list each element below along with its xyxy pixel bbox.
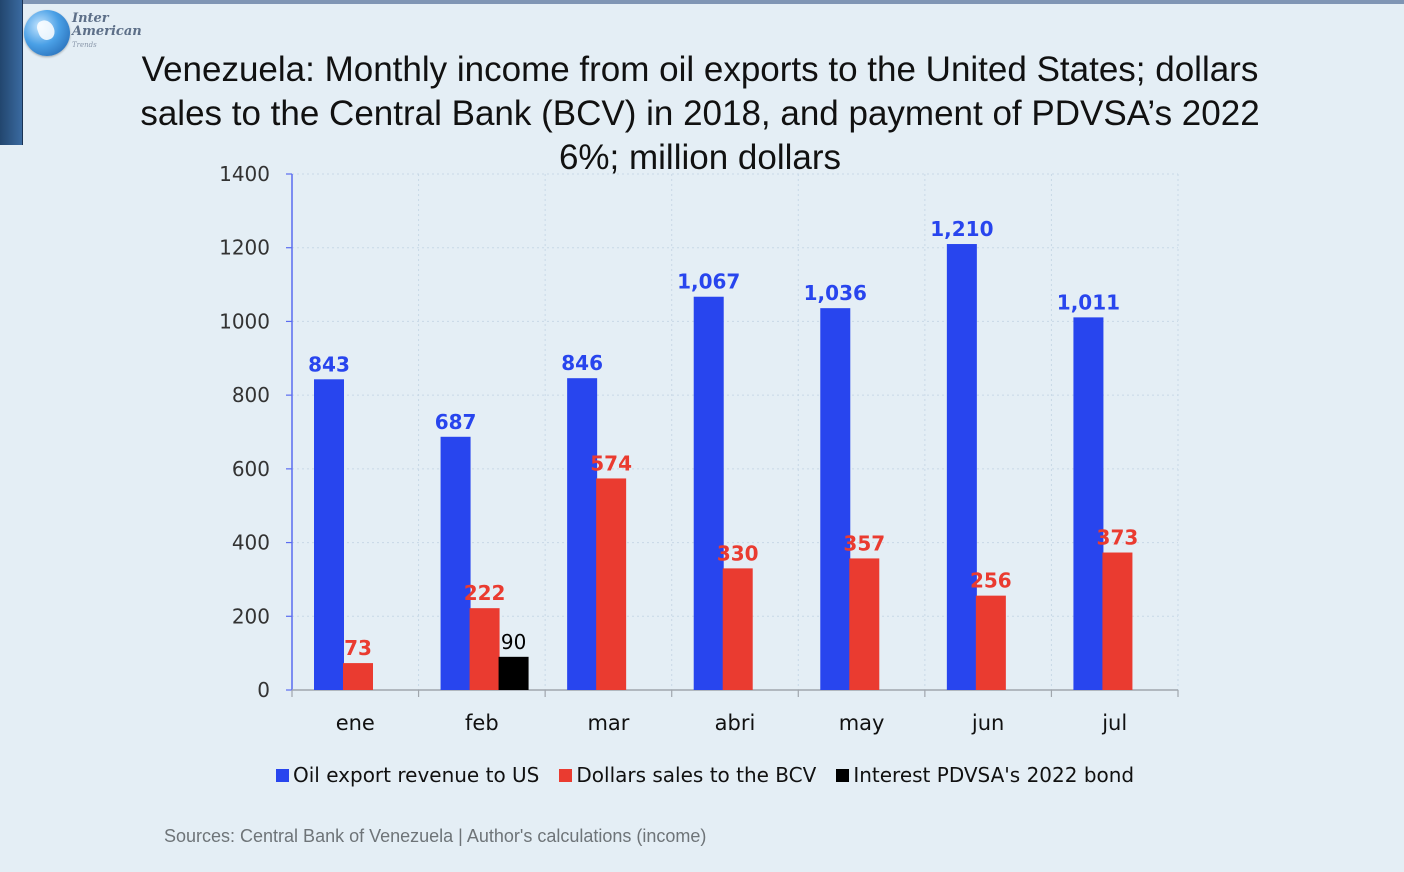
data-label-bcv-sales: 256 bbox=[970, 569, 1012, 593]
bar-oil-revenue bbox=[567, 378, 598, 690]
slide-side-tab bbox=[0, 0, 23, 145]
legend-label-bond-interest: Interest PDVSA's 2022 bond bbox=[853, 763, 1135, 787]
y-tick-label: 600 bbox=[232, 457, 270, 481]
data-label-oil-revenue: 843 bbox=[308, 352, 350, 376]
data-label-oil-revenue: 1,011 bbox=[1057, 290, 1120, 314]
data-label-bcv-sales: 73 bbox=[344, 636, 372, 660]
bar-oil-revenue bbox=[314, 379, 344, 690]
x-tick-label: feb bbox=[465, 711, 499, 735]
globe-icon bbox=[24, 10, 70, 56]
legend-item-bcv-sales: Dollars sales to the BCV bbox=[559, 763, 816, 787]
data-label-bond-interest: 90 bbox=[501, 630, 526, 654]
data-label-bcv-sales: 373 bbox=[1097, 526, 1139, 550]
legend-label-oil-revenue: Oil export revenue to US bbox=[293, 763, 540, 787]
logo-line-2: American bbox=[72, 24, 142, 39]
bar-oil-revenue bbox=[440, 436, 471, 690]
bar-bcv-sales bbox=[722, 568, 753, 690]
inter-american-trends-logo: Inter American Trends bbox=[24, 8, 154, 58]
x-tick-label: may bbox=[839, 711, 885, 735]
logo-line-3: Trends bbox=[72, 41, 97, 49]
data-label-oil-revenue: 1,210 bbox=[930, 217, 993, 241]
data-label-bcv-sales: 357 bbox=[843, 531, 885, 555]
y-tick-label: 1200 bbox=[219, 236, 270, 260]
data-label-oil-revenue: 846 bbox=[561, 351, 603, 375]
bar-bcv-sales bbox=[975, 595, 1006, 690]
data-label-oil-revenue: 1,067 bbox=[677, 270, 740, 294]
bar-oil-revenue bbox=[820, 308, 851, 690]
logo-line-1: Inter bbox=[72, 11, 109, 26]
legend-swatch-blue bbox=[276, 768, 289, 782]
y-tick-label: 200 bbox=[232, 604, 270, 628]
bar-bcv-sales bbox=[343, 663, 373, 690]
data-label-bcv-sales: 222 bbox=[464, 581, 506, 605]
chart-legend: Oil export revenue to US Dollars sales t… bbox=[276, 762, 1134, 788]
data-label-bcv-sales: 574 bbox=[590, 451, 632, 475]
bar-bcv-sales bbox=[596, 478, 627, 690]
bar-bcv-sales bbox=[849, 558, 880, 690]
source-note: Sources: Central Bank of Venezuela | Aut… bbox=[164, 826, 707, 846]
y-tick-label: 400 bbox=[232, 531, 270, 555]
legend-item-oil-revenue: Oil export revenue to US bbox=[276, 763, 539, 787]
bar-bcv-sales bbox=[1102, 552, 1133, 690]
x-tick-label: abri bbox=[715, 711, 756, 735]
slide-top-border bbox=[0, 0, 1404, 4]
y-tick-label: 0 bbox=[257, 678, 270, 702]
legend-item-bond-interest: Interest PDVSA's 2022 bond bbox=[836, 763, 1134, 787]
bar-bcv-sales bbox=[469, 608, 500, 690]
y-tick-label: 800 bbox=[232, 383, 270, 407]
bar-bond-interest bbox=[498, 656, 529, 690]
x-tick-label: jun bbox=[971, 711, 1004, 735]
x-tick-label: mar bbox=[587, 711, 629, 735]
legend-swatch-red bbox=[559, 768, 573, 782]
y-tick-label: 1400 bbox=[219, 162, 270, 186]
legend-label-bcv-sales: Dollars sales to the BCV bbox=[576, 763, 817, 787]
bar-oil-revenue bbox=[693, 296, 724, 690]
x-tick-label: ene bbox=[336, 711, 375, 735]
chart-title: Venezuela: Monthly income from oil expor… bbox=[140, 50, 1260, 177]
bar-chart: 0 200 400 600 800 1000 1200 1400 843 73 ene 687 222 9… bbox=[219, 162, 1179, 735]
bar-oil-revenue bbox=[1073, 317, 1104, 690]
data-label-bcv-sales: 330 bbox=[717, 541, 759, 565]
x-tick-label: jul bbox=[1101, 711, 1127, 735]
legend-swatch-black bbox=[836, 768, 850, 782]
y-tick-label: 1000 bbox=[219, 309, 270, 333]
data-label-oil-revenue: 1,036 bbox=[804, 281, 867, 305]
data-label-oil-revenue: 687 bbox=[435, 410, 477, 434]
bar-oil-revenue bbox=[946, 244, 977, 690]
logo-text: Inter American Trends bbox=[72, 12, 142, 52]
